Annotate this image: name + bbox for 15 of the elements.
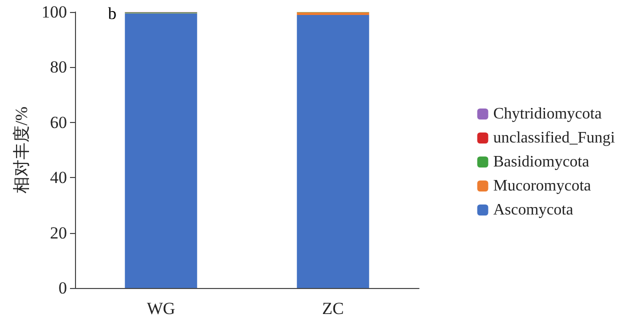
y-tick-label: 40: [50, 168, 67, 188]
legend-label: Mucoromycota: [493, 178, 591, 194]
legend-label: Chytridiomycota: [493, 106, 602, 122]
y-tick-label: 0: [58, 278, 67, 298]
legend-label: Ascomycota: [493, 202, 574, 218]
x-tick-label: WG: [146, 299, 176, 318]
annotation: b: [108, 4, 116, 23]
legend-label: Basidiomycota: [493, 154, 590, 170]
y-tick-label: 20: [50, 223, 67, 242]
x-tick-label: ZC: [322, 299, 344, 318]
y-tick-label: 60: [50, 112, 67, 132]
y-axis-title: 相对丰度/%: [12, 106, 31, 194]
legend-label: unclassified_Fungi: [493, 130, 616, 146]
y-tick-label: 100: [42, 2, 67, 22]
y-tick-label: 80: [50, 58, 67, 77]
